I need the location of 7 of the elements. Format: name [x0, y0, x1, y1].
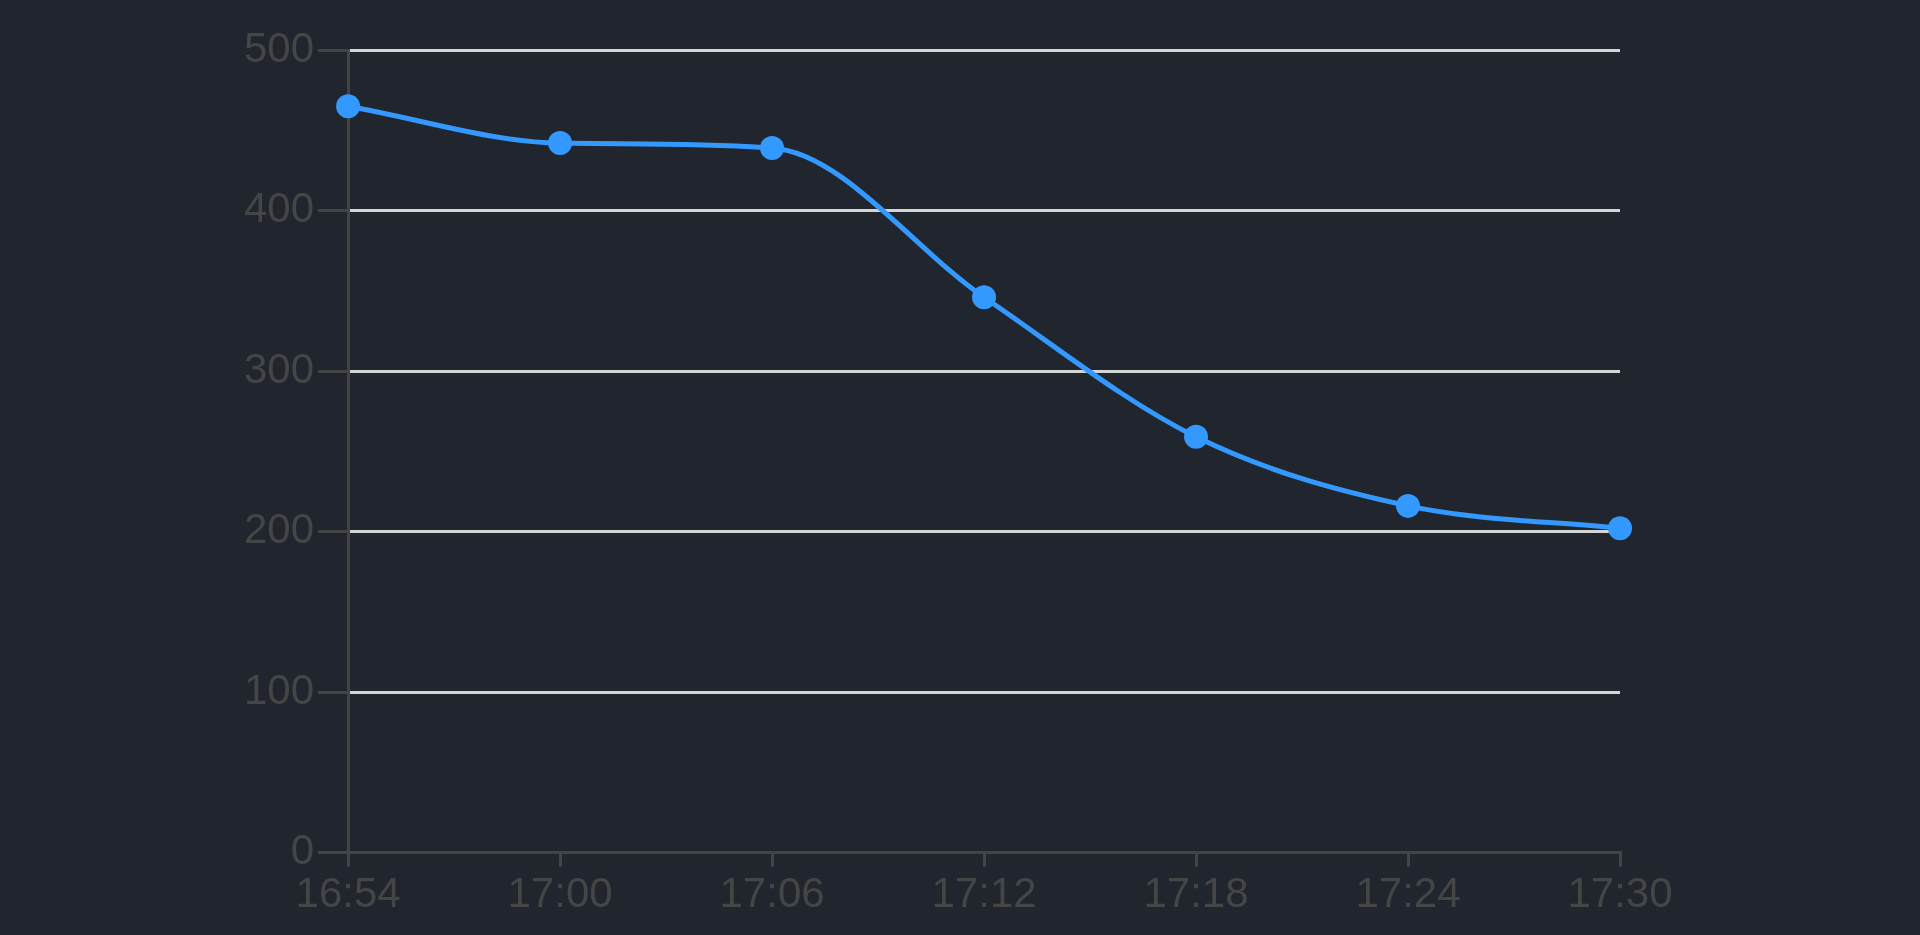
point	[1396, 493, 1421, 518]
point	[1608, 516, 1632, 541]
point	[1184, 424, 1209, 449]
point	[336, 94, 361, 119]
point	[972, 285, 997, 310]
point	[548, 131, 573, 156]
point	[760, 135, 785, 160]
